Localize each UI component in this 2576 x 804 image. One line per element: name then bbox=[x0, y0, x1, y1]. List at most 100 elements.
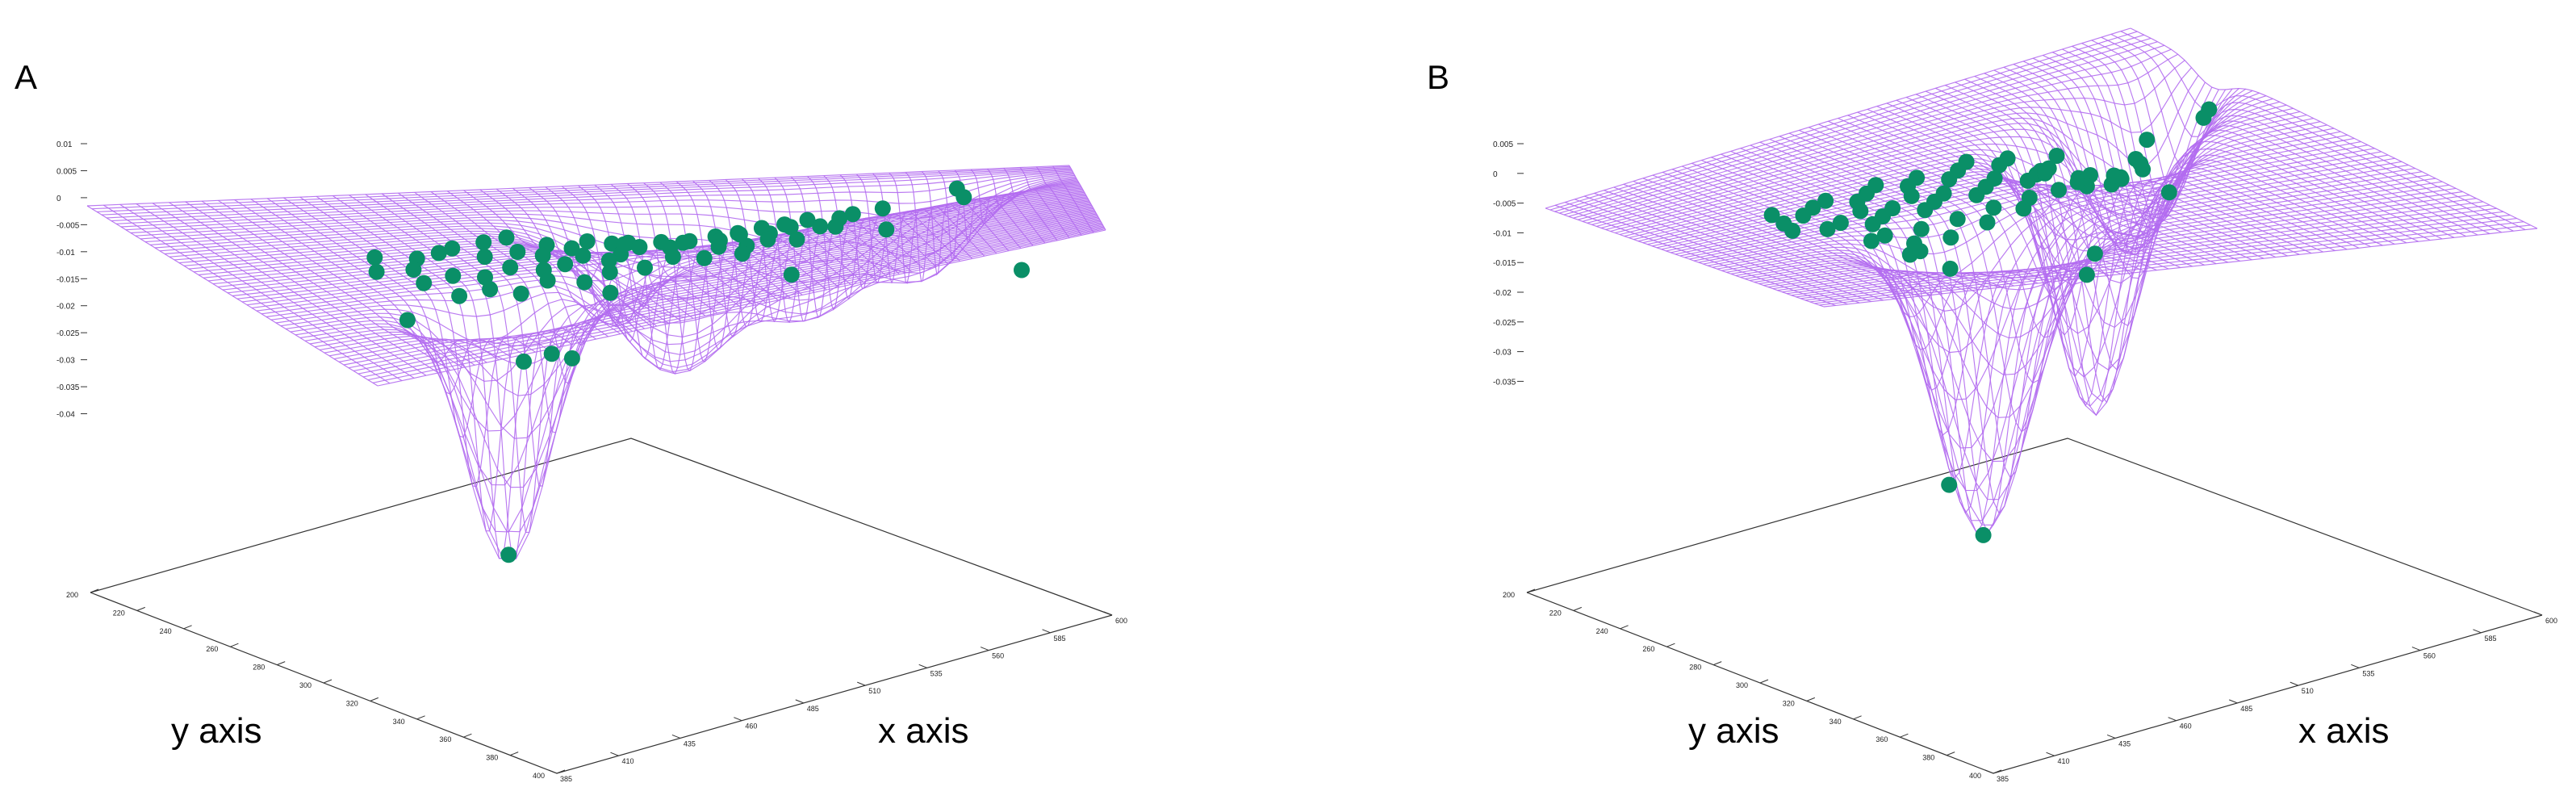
y-tick-mark bbox=[323, 679, 332, 684]
mesh-line bbox=[1819, 224, 2531, 306]
data-point bbox=[2048, 148, 2065, 164]
data-point bbox=[2069, 174, 2086, 191]
z-tick-label: -0.015 bbox=[56, 275, 80, 284]
data-point bbox=[1819, 220, 1836, 237]
data-point bbox=[509, 244, 526, 260]
floor-axes: 200 220 240 260 280 300 320 340 360 380 400 385 410 4… bbox=[66, 438, 1127, 783]
y-tick-mark bbox=[1573, 606, 1582, 611]
x-tick-label: 410 bbox=[2058, 757, 2070, 765]
data-point bbox=[1775, 215, 1792, 232]
x-tick-label: 385 bbox=[1997, 775, 2009, 783]
data-point bbox=[2021, 190, 2038, 206]
mesh-line bbox=[1804, 214, 2511, 301]
y-tick-mark bbox=[370, 697, 378, 701]
x-tick-mark bbox=[795, 699, 804, 704]
mesh-line bbox=[2101, 36, 2503, 233]
floor-axes: 200 220 240 260 280 300 320 340 360 380 400 385 410 4… bbox=[1503, 438, 2557, 783]
data-point bbox=[539, 272, 556, 289]
y-tick-label: 400 bbox=[1969, 772, 1981, 780]
data-point bbox=[1903, 187, 1920, 204]
mesh-line bbox=[1800, 211, 2504, 299]
z-tick-label: 0.005 bbox=[56, 167, 77, 176]
y-tick-mark bbox=[1620, 625, 1629, 630]
data-point bbox=[368, 263, 385, 280]
data-point bbox=[498, 229, 515, 246]
data-point bbox=[1912, 243, 1929, 260]
y-tick-mark bbox=[463, 733, 472, 738]
x-tick-mark bbox=[2046, 752, 2055, 756]
data-point bbox=[1942, 229, 1959, 246]
y-tick-mark bbox=[416, 715, 425, 720]
data-point bbox=[637, 259, 653, 276]
data-point bbox=[1876, 227, 1893, 244]
data-point bbox=[1942, 260, 1959, 277]
mesh-line bbox=[1777, 195, 2470, 291]
x-tick-label: 585 bbox=[2484, 634, 2496, 643]
data-point bbox=[576, 274, 593, 291]
x-tick-label: 535 bbox=[930, 669, 943, 677]
mesh-line bbox=[1814, 221, 2524, 304]
data-point bbox=[2106, 167, 2122, 184]
y-tick-label: 220 bbox=[1549, 609, 1562, 617]
mesh-line bbox=[338, 220, 1102, 362]
data-point bbox=[602, 284, 619, 301]
mesh-line bbox=[2062, 48, 2455, 238]
data-point bbox=[1913, 220, 1930, 237]
mesh-line bbox=[328, 219, 1100, 366]
y-tick-mark bbox=[1900, 733, 1909, 738]
data-point bbox=[399, 312, 416, 329]
mesh-line bbox=[2043, 54, 2431, 249]
z-tick-label: -0.03 bbox=[56, 357, 75, 366]
z-tick-label: 0.005 bbox=[1493, 140, 1513, 149]
z-tick-label: -0.02 bbox=[56, 303, 75, 312]
data-point bbox=[1986, 170, 2003, 186]
x-axis-title: x axis bbox=[2298, 711, 2389, 751]
x-tick-mark bbox=[2533, 611, 2543, 616]
data-point bbox=[445, 267, 462, 284]
data-point bbox=[812, 218, 829, 235]
mesh-line bbox=[1003, 167, 1058, 241]
y-tick-mark bbox=[1759, 679, 1769, 684]
panel-b: B 200 220 240 260 280 300 320 340 360 380 400 385 41… bbox=[1427, 27, 2557, 783]
x-tick-mark bbox=[2229, 699, 2238, 704]
z-tick-label: -0.035 bbox=[1493, 378, 1516, 387]
x-tick-mark bbox=[2168, 717, 2177, 722]
z-tick-label: -0.01 bbox=[56, 249, 75, 258]
x-tick-label: 485 bbox=[2240, 705, 2252, 713]
data-point bbox=[1958, 153, 1975, 170]
data-point bbox=[799, 211, 816, 228]
data-point bbox=[2139, 132, 2156, 149]
data-point bbox=[604, 235, 621, 252]
y-tick-mark bbox=[90, 588, 99, 593]
data-point bbox=[475, 234, 492, 251]
mesh-line bbox=[1721, 153, 2039, 436]
x-tick-mark bbox=[2351, 664, 2360, 668]
data-point bbox=[1949, 211, 1966, 228]
data-point bbox=[782, 219, 799, 236]
x-tick-label: 585 bbox=[1054, 634, 1066, 643]
data-point bbox=[563, 350, 580, 366]
y-tick-mark bbox=[1853, 715, 1862, 720]
data-point bbox=[516, 353, 532, 370]
data-point bbox=[664, 249, 681, 266]
data-point bbox=[1014, 262, 1030, 278]
mesh-line bbox=[1052, 165, 1094, 233]
z-tick-label: -0.005 bbox=[56, 221, 80, 230]
mesh-line bbox=[2052, 52, 2443, 240]
z-tick-label: 0 bbox=[56, 195, 61, 203]
data-point bbox=[600, 252, 617, 269]
data-point bbox=[710, 238, 727, 255]
mesh-line bbox=[1791, 204, 2490, 296]
data-point bbox=[579, 233, 596, 249]
mesh-line bbox=[398, 192, 608, 433]
x-tick-mark bbox=[2290, 681, 2298, 686]
z-tick-label: -0.03 bbox=[1493, 349, 1512, 358]
data-point bbox=[844, 206, 861, 223]
data-point bbox=[502, 259, 519, 276]
y-tick-label: 220 bbox=[113, 609, 125, 617]
y-tick-label: 320 bbox=[346, 699, 358, 707]
data-point bbox=[1979, 214, 1996, 231]
data-point bbox=[2086, 245, 2103, 262]
mesh-line bbox=[1786, 201, 2483, 295]
